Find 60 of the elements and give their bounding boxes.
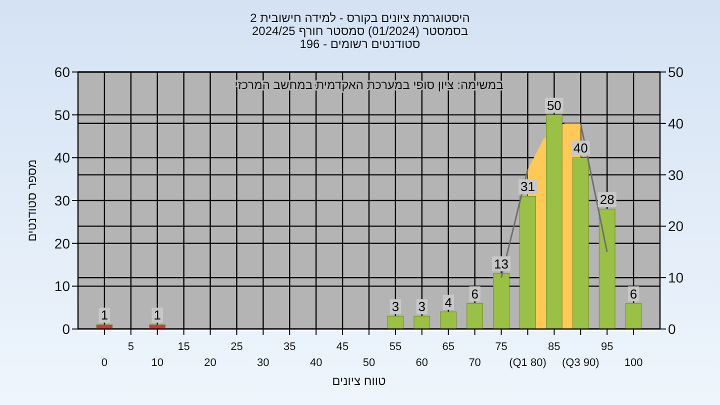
bar	[466, 303, 484, 330]
x2-tick-label: 35	[284, 341, 296, 353]
y2-tick-label: 30	[668, 166, 684, 183]
bar	[493, 273, 510, 330]
y2-tick-label: 40	[668, 115, 684, 132]
y-tick-label: 20	[54, 235, 70, 252]
x2-tick-label: 15	[178, 341, 190, 353]
x-tick-label: 60	[416, 357, 428, 369]
x-tick-label: 40	[310, 357, 322, 369]
data-label: 13	[494, 256, 509, 272]
x-tick-label: (Q3 90)	[562, 357, 600, 369]
y-tick-label: 40	[54, 150, 70, 166]
y2-tick-label: 50	[668, 64, 684, 80]
y2-tick-label: 0	[668, 321, 676, 337]
x-tick-label: 20	[204, 357, 216, 369]
y-tick-label: 50	[54, 106, 70, 123]
x-tick-label: 100	[624, 357, 643, 369]
y-tick-label: 10	[54, 278, 70, 294]
bar	[387, 316, 404, 330]
bar	[546, 114, 562, 330]
bar	[520, 196, 536, 330]
data-label: 3	[418, 299, 426, 314]
x2-tick-label: 45	[336, 341, 349, 353]
data-label: 4	[444, 294, 452, 310]
x2-tick-label: 55	[389, 341, 402, 353]
x-tick-label: (Q1 80)	[509, 357, 546, 369]
bar	[598, 208, 616, 330]
data-label: 1	[100, 308, 108, 323]
x-tick-label: 10	[151, 357, 164, 369]
chart-subtitle: בסמסטר (01/2024) סמסטר חורף 2024/25 סטודנטים רשומים - 196	[252, 24, 468, 51]
bar	[625, 303, 642, 330]
y-tick-label: 30	[54, 192, 70, 208]
y-tick-label: 60	[54, 64, 70, 80]
data-label: 1	[154, 308, 161, 323]
x2-tick-label: 75	[495, 341, 508, 353]
x-tick-label: 70	[468, 357, 481, 369]
chart-title: היסטוגרמת ציונים בקורס - למידה חישובית 2	[250, 11, 470, 25]
data-label: 50	[546, 98, 562, 113]
bar	[572, 157, 589, 330]
x2-tick-label: 65	[442, 341, 454, 353]
x-tick-label: 30	[257, 357, 270, 369]
y2-tick-label: 20	[668, 218, 684, 234]
data-label: 31	[520, 179, 535, 194]
x-tick-label: 0	[101, 357, 108, 369]
y-axis-title: מספר סטודנטים	[25, 159, 39, 242]
data-label: 6	[630, 286, 638, 302]
bar	[440, 312, 457, 330]
bar	[414, 316, 430, 330]
x2-tick-label: 5	[128, 341, 134, 353]
x2-tick-label: 95	[600, 341, 614, 353]
x2-tick-label: 25	[230, 341, 243, 353]
x-axis-title: טווח ציונים	[332, 374, 386, 388]
y2-tick-label: 10	[668, 270, 684, 286]
y-tick-label: 0	[62, 321, 70, 337]
x2-tick-label: 85	[548, 341, 560, 353]
data-label: 28	[600, 192, 614, 208]
data-label: 3	[392, 299, 400, 314]
x-tick-label: 50	[362, 357, 376, 369]
data-label: 40	[573, 140, 588, 156]
data-label: 6	[471, 286, 478, 302]
